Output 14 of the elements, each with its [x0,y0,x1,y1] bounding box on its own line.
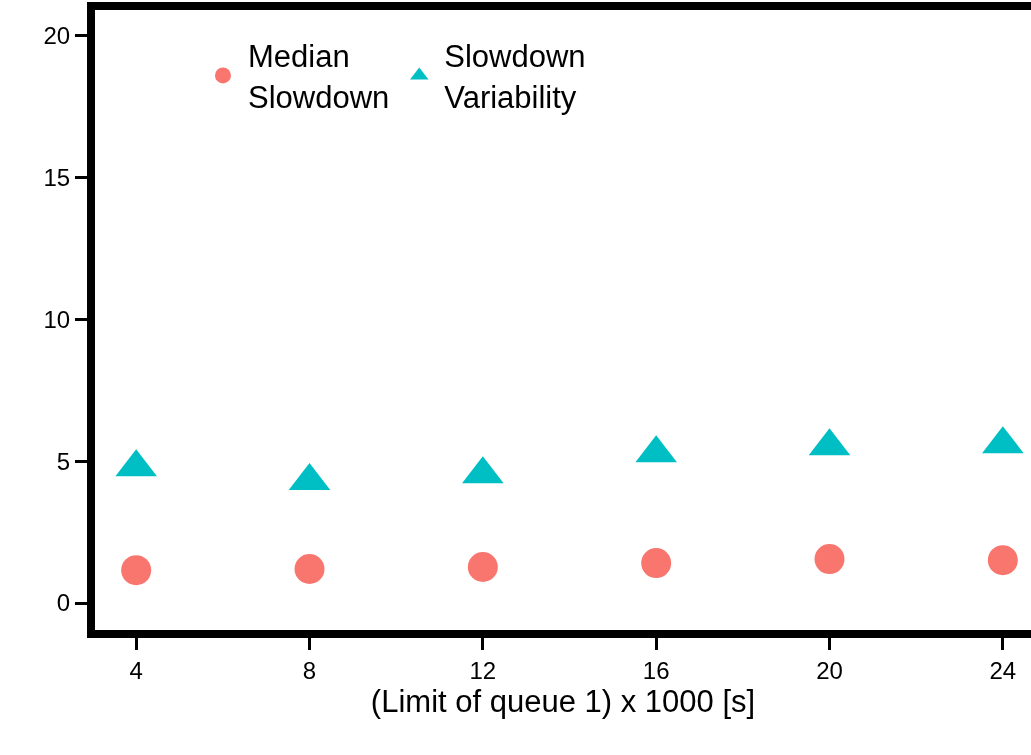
x-tick-label: 4 [129,656,143,684]
y-tick-label: 15 [43,163,71,191]
x-tick-label: 12 [469,656,497,684]
x-tick-label: 16 [642,656,670,684]
x-tick-label: 24 [989,656,1017,684]
legend-label: Median Slowdown [247,39,390,115]
y-tick-label: 10 [43,305,71,333]
x-tick-label: 20 [816,656,843,684]
y-tick-label: 5 [56,447,71,475]
y-tick-label: 0 [56,589,71,617]
x-axis-title: (Limit of queue 1) x 1000 [s] [370,683,756,719]
x-tick-label: 8 [302,656,317,684]
y-tick-label: 20 [43,21,71,49]
legend-label: Slowdown Variability [444,39,586,115]
